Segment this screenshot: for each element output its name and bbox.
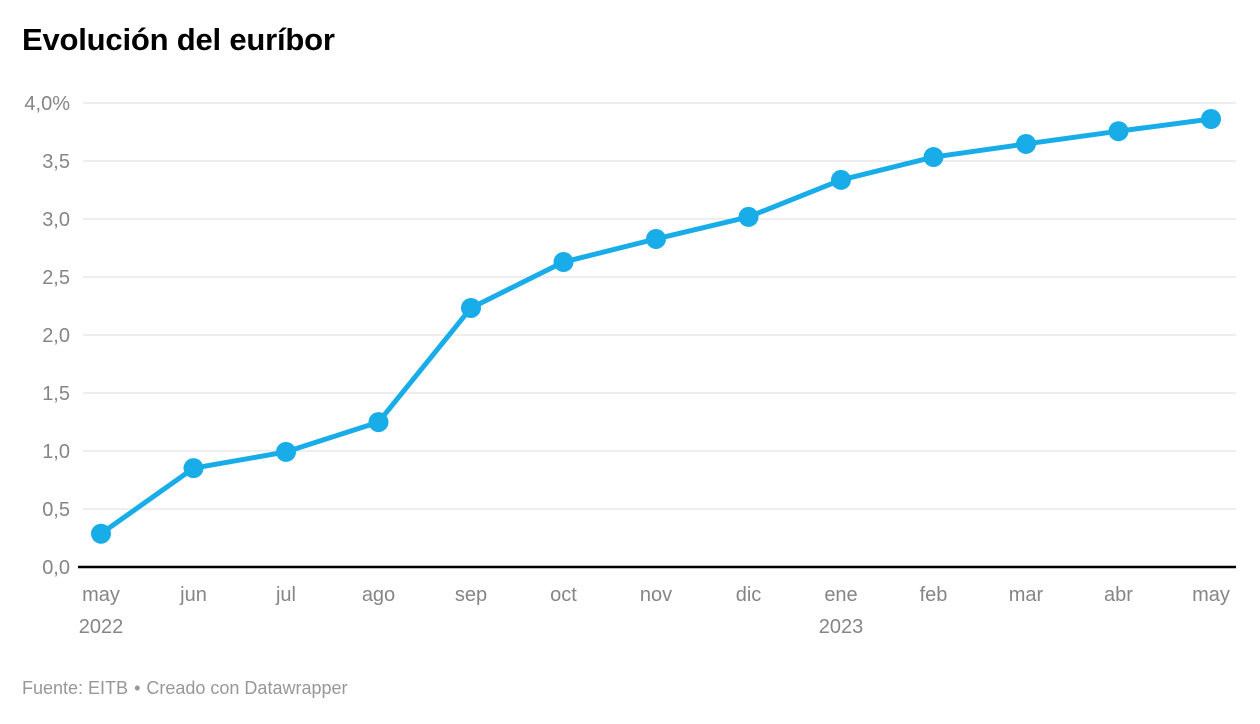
x-tick-label: abr (1104, 584, 1133, 606)
x-tick-label: jul (275, 584, 296, 606)
x-tick-label: sep (455, 584, 487, 606)
footer-credit: Creado con Datawrapper (146, 678, 348, 698)
footer-source: Fuente: EITB (22, 678, 129, 698)
data-point (553, 252, 574, 273)
y-tick-label: 3,5 (42, 151, 70, 173)
footer-separator-icon: • (134, 678, 141, 698)
y-tick-label: 1,5 (42, 383, 70, 405)
x-tick-label: dic (736, 584, 762, 606)
data-point (646, 228, 666, 249)
x-tick-label: ene (824, 584, 857, 606)
data-point (276, 441, 296, 462)
x-tick-label: feb (920, 584, 948, 606)
y-tick-label: 0,5 (42, 499, 70, 521)
x-tick-label: oct (550, 584, 577, 606)
y-tick-label: 2,0 (42, 325, 70, 347)
data-point (183, 458, 204, 479)
chart-footer: Fuente: EITB • Creado con Datawrapper (22, 678, 348, 699)
x-year-label: 2022 (79, 616, 124, 638)
y-tick-label: 0,0 (42, 557, 70, 579)
chart-title: Evolución del euríbor (22, 22, 335, 57)
x-tick-label: may (1192, 584, 1230, 606)
line-chart: 0,0 0,5 1,0 1,5 2,0 2,5 3,0 3,5 4,0% may jun jul ago… (24, 93, 1236, 638)
x-tick-label: nov (640, 584, 672, 606)
y-tick-label: 3,0 (42, 209, 70, 231)
data-point (923, 147, 944, 168)
data-point (91, 523, 111, 544)
data-point (1016, 133, 1036, 154)
y-tick-label: 2,5 (42, 267, 70, 289)
data-point (1201, 109, 1221, 130)
x-year-label: 2023 (819, 616, 864, 638)
x-tick-label: ago (362, 584, 395, 606)
x-tick-label: may (82, 584, 120, 606)
data-point (1108, 121, 1129, 142)
data-point (738, 206, 759, 227)
y-tick-label: 4,0% (24, 93, 70, 115)
data-point (461, 297, 481, 318)
data-point (368, 412, 389, 433)
data-line (98, 116, 1214, 537)
y-tick-label: 1,0 (42, 441, 70, 463)
x-tick-label: mar (1009, 584, 1044, 606)
x-tick-label: jun (179, 584, 207, 606)
data-point (831, 169, 851, 190)
